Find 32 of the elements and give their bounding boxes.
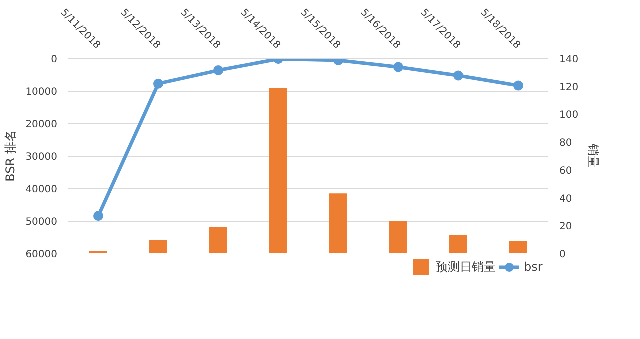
bar — [330, 194, 348, 254]
bar — [390, 221, 408, 254]
point — [394, 62, 404, 72]
bar — [510, 240, 528, 254]
y-tick-label: 60000 — [26, 250, 58, 260]
point — [94, 211, 104, 222]
y-tick-label: 30000 — [26, 152, 58, 163]
y2-tick-label: 0 — [560, 250, 566, 260]
point — [514, 80, 524, 91]
legend-label: bsr — [524, 260, 544, 274]
bar — [450, 235, 468, 254]
y2-tick-label: 60 — [560, 166, 572, 177]
y-tick-label: 40000 — [26, 184, 58, 196]
point — [454, 70, 464, 81]
bar — [270, 88, 288, 254]
bar — [150, 240, 168, 254]
legend-label: 预测日销量 — [436, 258, 496, 276]
point — [214, 66, 224, 76]
bar — [210, 227, 228, 254]
y2-tick-label: 140 — [560, 54, 579, 66]
y-tick-label: 0 — [51, 54, 58, 66]
y2-axis-title: 销量 — [586, 143, 601, 168]
y2-tick-label: 20 — [560, 222, 572, 233]
y2-tick-label: 120 — [560, 82, 579, 94]
y-tick-label: 20000 — [26, 120, 58, 130]
y-tick-label: 10000 — [26, 87, 58, 98]
y2-tick-label: 80 — [560, 138, 572, 150]
y2-tick-label: 40 — [560, 194, 572, 205]
y-axis-title: BSR 排名 — [4, 130, 18, 182]
y-tick-label: 50000 — [26, 217, 58, 228]
y2-tick-label: 100 — [560, 110, 579, 122]
point — [154, 78, 164, 89]
